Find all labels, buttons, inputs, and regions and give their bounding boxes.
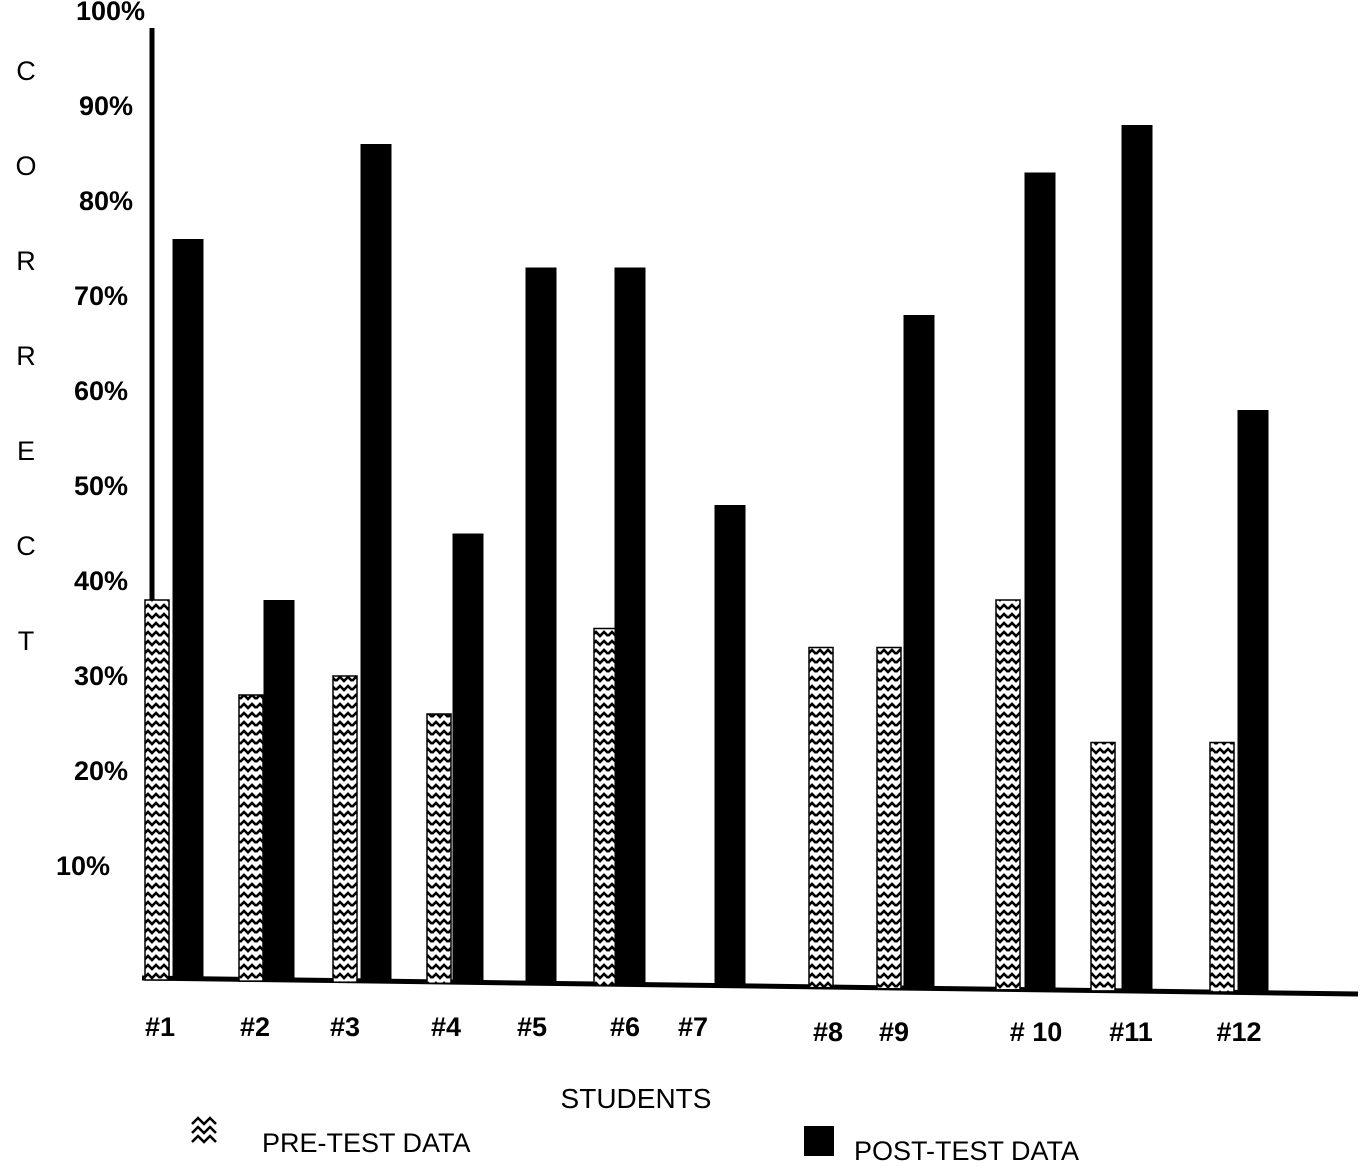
bars — [144, 125, 1269, 993]
y-tick-label: 80% — [79, 186, 133, 216]
y-tick-label: 20% — [74, 756, 128, 786]
y-label-letter: C — [16, 531, 36, 561]
x-tick-label: # 10 — [1010, 1017, 1063, 1047]
y-label-letter: C — [16, 56, 36, 86]
y-label-letter: R — [16, 341, 36, 371]
y-tick-label: 100% — [76, 0, 145, 26]
bar-post-test — [360, 144, 392, 983]
bar-pre-test — [876, 646, 902, 990]
y-axis-ticks: 10% 20% 30% 40% 50% 60% 70% 80% 90% 100% — [56, 0, 145, 881]
bar-post-test — [714, 505, 746, 987]
bar-pre-test — [808, 646, 834, 989]
y-tick-label: 90% — [79, 91, 133, 121]
bar-post-test — [614, 267, 646, 986]
bar-pre-test — [426, 713, 452, 985]
x-tick-label: #3 — [330, 1012, 360, 1042]
x-axis-label: STUDENTS — [561, 1083, 712, 1114]
bar-post-test — [452, 533, 484, 984]
bar-post-test — [172, 239, 204, 980]
y-tick-label: 70% — [74, 281, 128, 311]
bar-pre-test — [1090, 741, 1116, 992]
x-axis-line — [141, 975, 1359, 997]
legend-post-label: POST-TEST DATA — [854, 1136, 1079, 1166]
y-tick-label: 10% — [56, 851, 110, 881]
y-label-letter: R — [16, 246, 36, 276]
x-tick-label: #6 — [610, 1012, 640, 1042]
x-tick-label: #8 — [813, 1017, 843, 1047]
x-axis-ticks: #1 #2 #3 #4 #5 #6 #7 #8 #9 # 10 #11 #12 — [145, 1012, 1262, 1047]
bar-pre-test — [593, 627, 619, 987]
y-label-letter: O — [15, 151, 36, 181]
y-tick-label: 60% — [74, 376, 128, 406]
y-tick-label: 50% — [74, 471, 128, 501]
legend-pre-label: PRE-TEST DATA — [262, 1128, 471, 1158]
x-tick-label: #7 — [678, 1012, 708, 1042]
y-label-letter: T — [18, 626, 35, 656]
x-tick-label: #11 — [1109, 1017, 1153, 1047]
bar-post-test — [1121, 125, 1153, 991]
y-tick-label: 30% — [74, 661, 128, 691]
bar-pre-test — [332, 675, 358, 983]
bar-pre-test — [144, 599, 170, 981]
x-tick-label: #12 — [1216, 1017, 1261, 1047]
x-tick-label: #5 — [517, 1012, 547, 1042]
legend-post-swatch — [804, 1126, 834, 1156]
axes — [141, 28, 1359, 997]
x-tick-label: #4 — [431, 1012, 461, 1042]
bar-post-test — [903, 315, 935, 989]
x-tick-label: #2 — [240, 1012, 270, 1042]
x-tick-label: #1 — [145, 1012, 175, 1042]
legend-pre-icon — [191, 1116, 217, 1144]
bar-pre-test — [1209, 741, 1235, 993]
x-tick-label: #9 — [879, 1017, 909, 1047]
y-tick-label: 40% — [74, 566, 128, 596]
y-axis-label: C O R R E C T — [15, 56, 36, 656]
bar-post-test — [1237, 410, 1269, 992]
bar-post-test — [263, 600, 295, 982]
bar-pre-test — [238, 694, 264, 982]
bar-post-test — [1024, 172, 1056, 990]
bar-pre-test — [995, 599, 1021, 991]
y-label-letter: E — [17, 436, 35, 466]
bar-post-test — [525, 267, 557, 985]
legend: PRE-TEST DATA POST-TEST DATA — [191, 1116, 1079, 1166]
